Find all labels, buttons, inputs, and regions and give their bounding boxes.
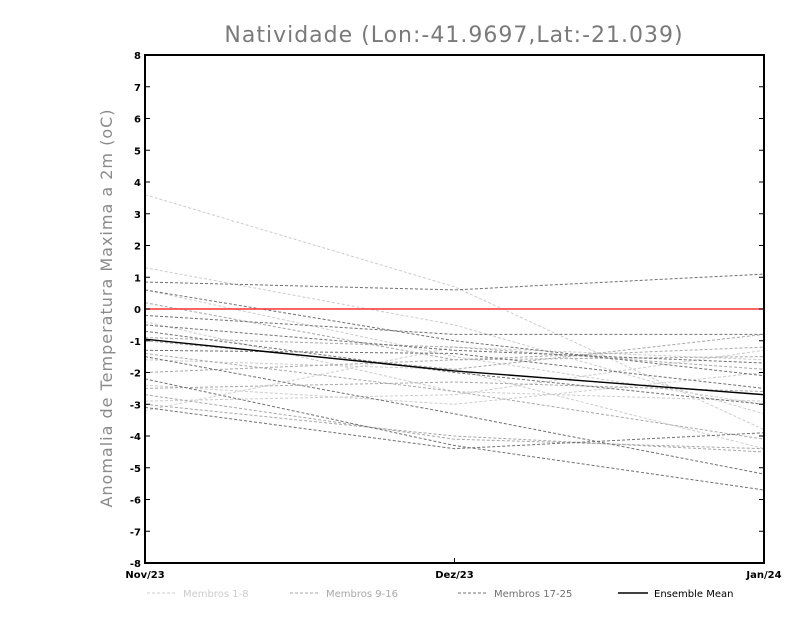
y-tick-label: -6 [130, 496, 141, 507]
member-line-1 [144, 194, 765, 431]
y-tick-label: -8 [130, 559, 141, 570]
y-tick-label: 6 [134, 115, 141, 126]
legend-label-2: Membros 9-16 [326, 589, 398, 600]
legend-label-4: Ensemble Mean [654, 589, 733, 600]
member-line-19 [144, 324, 765, 364]
member-line-22 [144, 289, 765, 377]
member-line-7 [144, 372, 765, 405]
y-tick-label: -3 [130, 400, 141, 411]
legend-label-3: Membros 17-25 [494, 589, 572, 600]
member-line-21 [144, 378, 765, 491]
member-line-18 [144, 314, 764, 335]
ensemble-mean-line [144, 338, 765, 396]
y-tick-label: 5 [134, 146, 141, 157]
y-tick-label: -4 [130, 432, 141, 443]
member-line-10 [144, 356, 765, 373]
member-line-5 [144, 346, 765, 412]
member-line-17 [144, 273, 765, 291]
tick-layer: -8 -7 -6 -5 -4 -3 -2 -1 0 1 2 3 4 5 6 7 8 Nov/23 Dez/23 Jan… [125, 51, 781, 581]
y-tick-label: -1 [130, 337, 141, 348]
member-line-3 [144, 321, 765, 402]
member-line-8 [144, 359, 765, 450]
y-tick-label: 0 [134, 305, 141, 316]
chart-title: Natividade (Lon:-41.9697,Lat:-21.039) [224, 23, 683, 48]
member-line-11 [144, 353, 765, 440]
x-tick-label: Nov/23 [125, 570, 164, 581]
member-line-16 [144, 403, 765, 453]
y-tick-label: 7 [134, 83, 141, 94]
y-tick-label: -7 [130, 527, 141, 538]
y-axis-label: Anomalia de Temperatura Maxima a 2m (oC) [97, 108, 116, 507]
member-line-14 [144, 302, 765, 361]
x-tick-label: Dez/23 [435, 570, 474, 581]
legend: Membros 1-8 Membros 9-16 Membros 17-25 Ense… [147, 589, 733, 600]
member-line-25 [144, 349, 765, 389]
ensemble-mean-layer [144, 338, 765, 396]
member-line-12 [144, 394, 765, 450]
member-line-15 [144, 381, 765, 392]
series-layer [144, 194, 765, 491]
member-line-9 [144, 337, 765, 370]
y-tick-label: 1 [134, 273, 141, 284]
legend-label-1: Membros 1-8 [183, 589, 249, 600]
y-tick-label: -5 [130, 464, 141, 475]
y-tick-label: 3 [134, 210, 141, 221]
y-tick-label: 2 [134, 242, 141, 253]
y-tick-label: 4 [134, 178, 141, 189]
member-line-24 [144, 406, 765, 450]
y-tick-label: -2 [130, 369, 141, 380]
member-line-23 [144, 330, 765, 405]
member-line-13 [144, 333, 765, 370]
y-tick-label: 8 [134, 51, 141, 62]
member-line-20 [144, 356, 765, 475]
x-tick-label: Jan/24 [745, 570, 781, 581]
